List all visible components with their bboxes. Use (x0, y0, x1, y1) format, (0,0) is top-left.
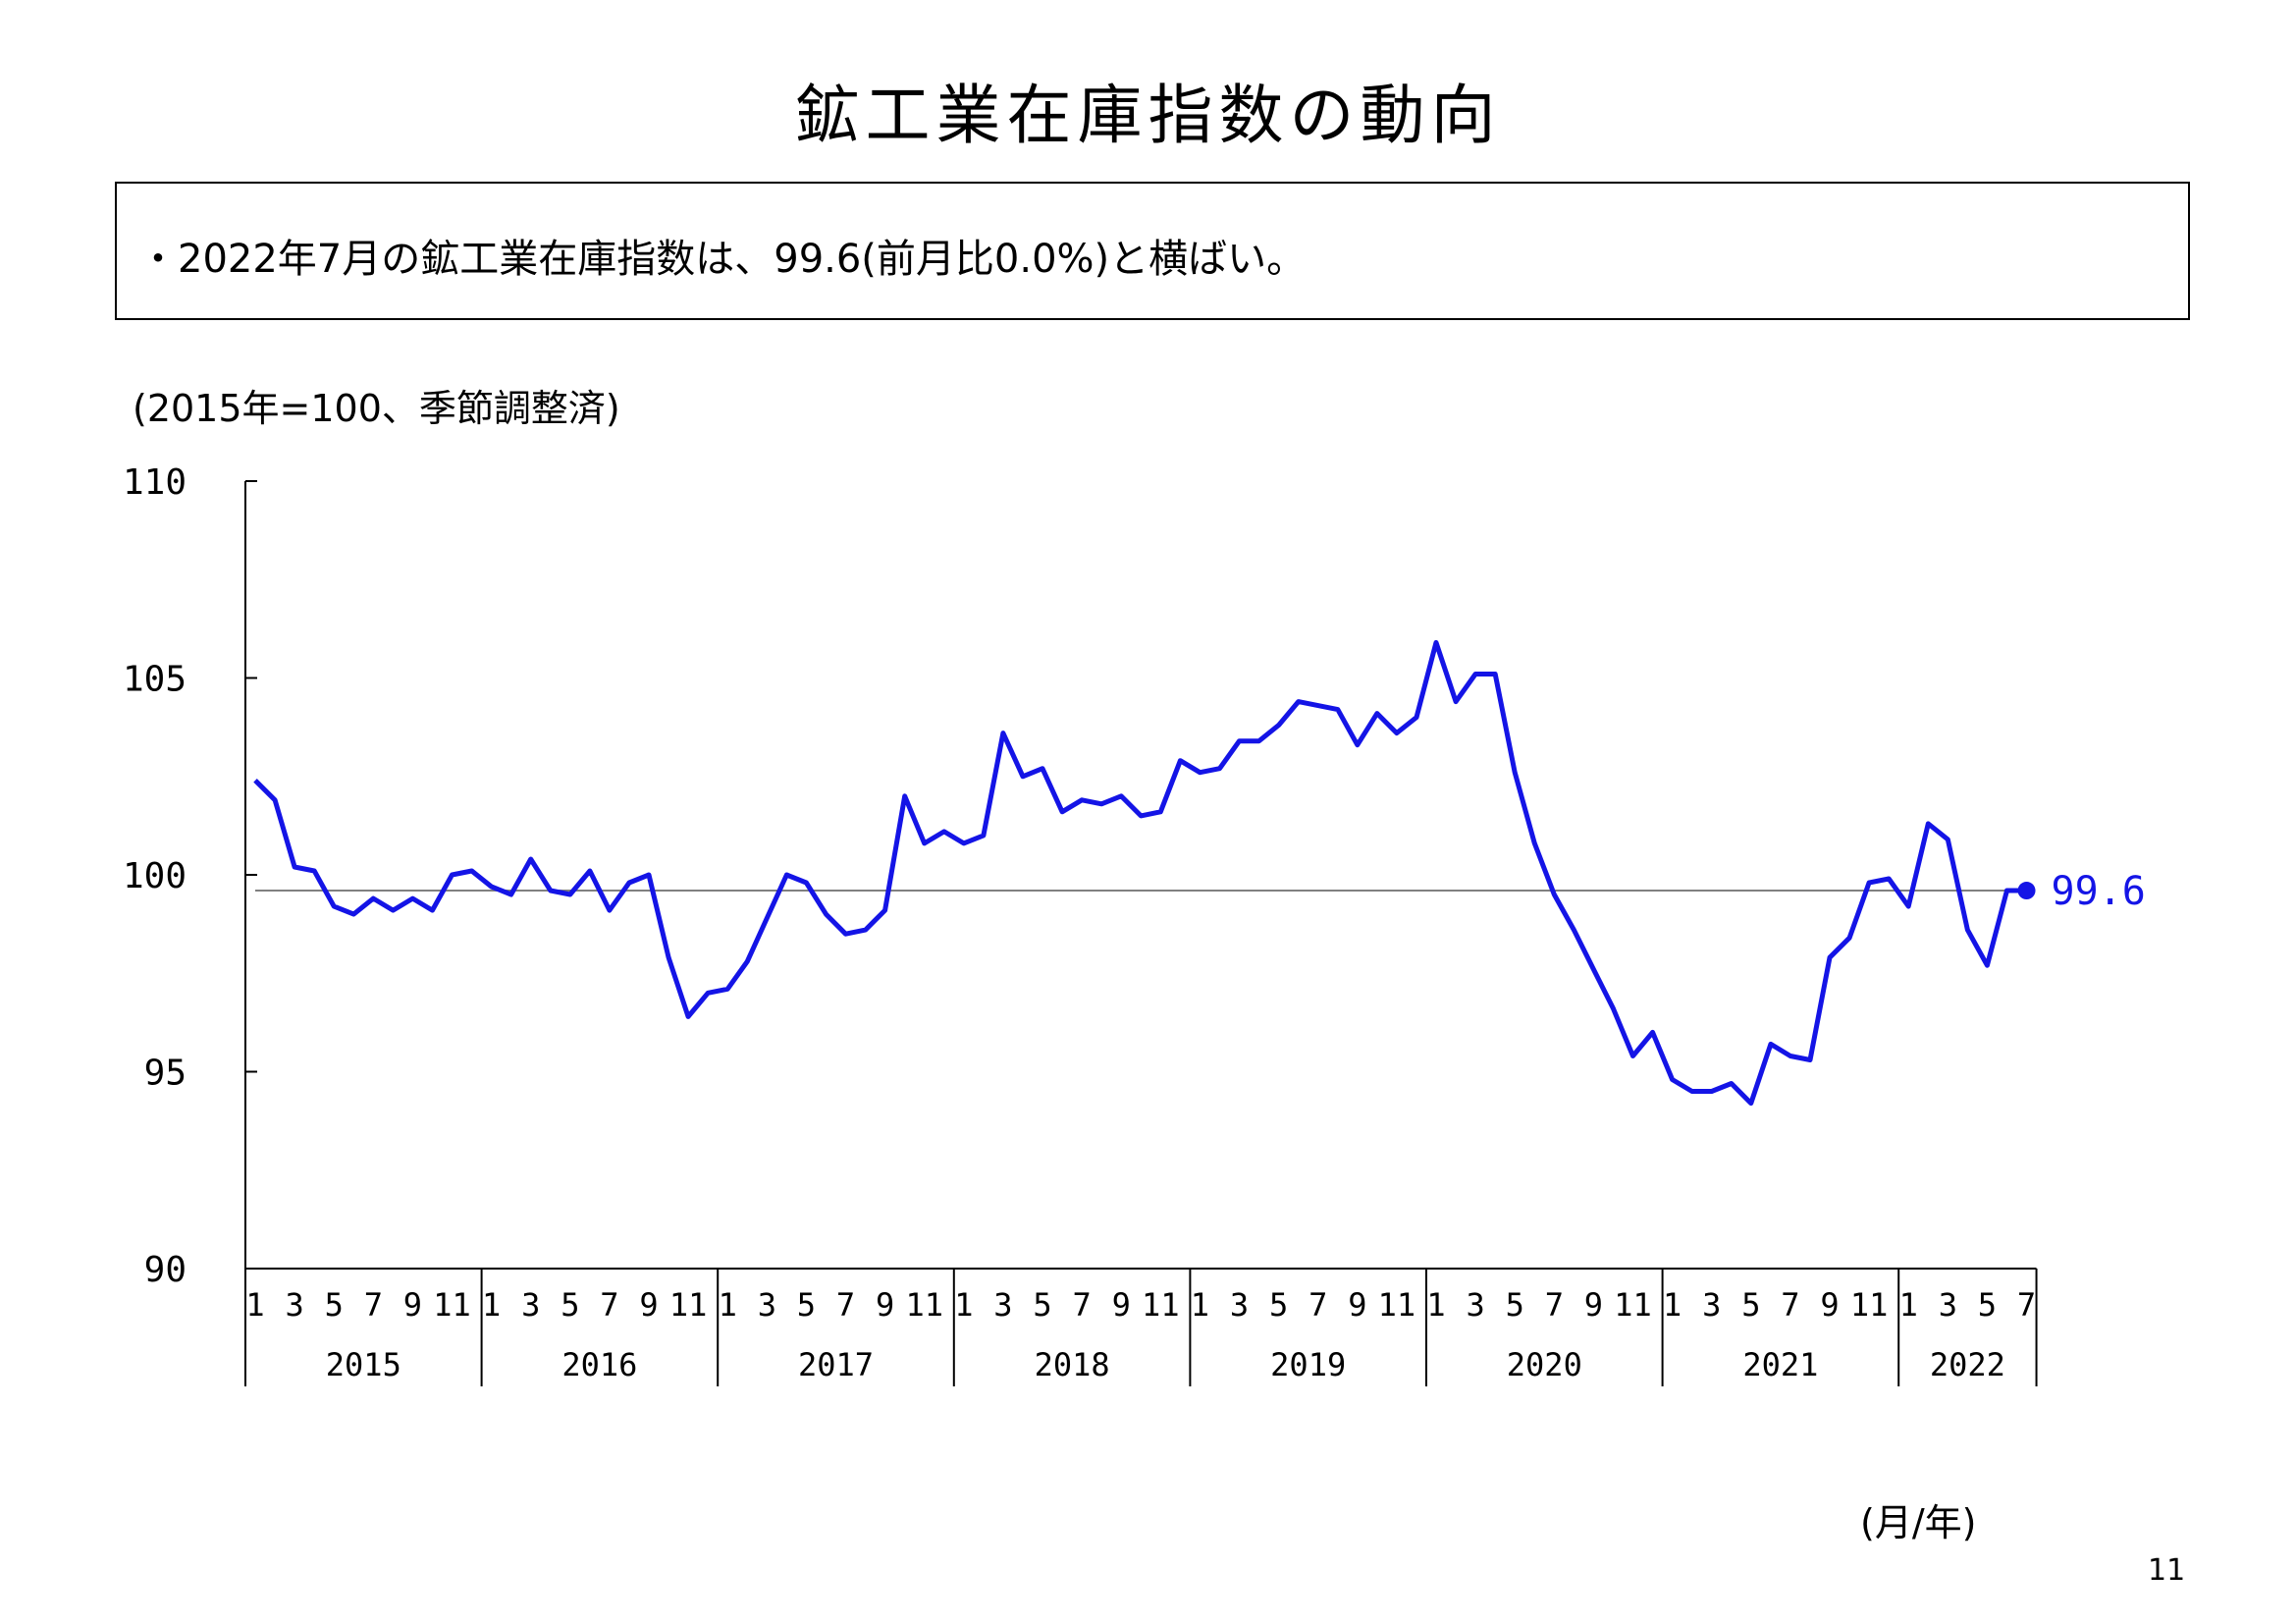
x-year-label: 2022 (1930, 1346, 2005, 1383)
x-month-tick-label: 11 (1378, 1286, 1416, 1324)
x-month-tick-label: 9 (1820, 1286, 1839, 1324)
x-month-tick-label: 3 (758, 1286, 776, 1324)
x-month-tick-label: 7 (1072, 1286, 1091, 1324)
series-line (253, 639, 2027, 1107)
y-tick-label: 110 (123, 462, 187, 503)
x-month-tick-label: 3 (1702, 1286, 1721, 1324)
x-month-tick-label: 9 (639, 1286, 658, 1324)
summary-box: ・2022年7月の鉱工業在庫指数は、99.6(前月比0.0%)と横ばい。 (115, 182, 2190, 320)
latest-value-label: 99.6 (2052, 869, 2146, 914)
x-month-tick-label: 5 (1033, 1286, 1051, 1324)
y-tick-label: 95 (144, 1054, 187, 1094)
x-year-label: 2017 (798, 1346, 874, 1383)
x-month-tick-label: 7 (1545, 1286, 1564, 1324)
y-axis-unit-note: (2015年=100、季節調整済) (133, 387, 620, 430)
y-tick-label: 100 (123, 856, 187, 896)
y-tick-label: 90 (144, 1250, 187, 1290)
x-year-label: 2019 (1270, 1346, 1346, 1383)
x-month-tick-label: 1 (1899, 1286, 1918, 1324)
x-month-tick-label: 5 (1269, 1286, 1288, 1324)
x-month-tick-label: 7 (2017, 1286, 2036, 1324)
x-month-tick-label: 7 (836, 1286, 855, 1324)
x-month-tick-label: 7 (600, 1286, 618, 1324)
x-month-tick-label: 11 (433, 1286, 471, 1324)
summary-text: ・2022年7月の鉱工業在庫指数は、99.6(前月比0.0%)と横ばい。 (138, 237, 1307, 282)
x-month-tick-label: 5 (1978, 1286, 1997, 1324)
x-year-label: 2021 (1742, 1346, 1818, 1383)
x-month-tick-label: 3 (993, 1286, 1012, 1324)
x-month-tick-label: 9 (876, 1286, 894, 1324)
page-number: 11 (2148, 1553, 2186, 1588)
x-month-tick-label: 1 (245, 1286, 264, 1324)
x-month-tick-label: 3 (1230, 1286, 1249, 1324)
x-month-tick-label: 5 (1741, 1286, 1760, 1324)
x-month-tick-label: 7 (364, 1286, 383, 1324)
x-month-tick-label: 9 (1348, 1286, 1366, 1324)
x-month-tick-label: 1 (1191, 1286, 1209, 1324)
page-title: 鉱工業在庫指数の動向 (794, 78, 1502, 153)
x-month-tick-label: 9 (403, 1286, 422, 1324)
x-month-tick-label: 9 (1112, 1286, 1131, 1324)
x-month-tick-label: 11 (905, 1286, 943, 1324)
x-month-tick-label: 3 (1466, 1286, 1484, 1324)
x-month-tick-label: 3 (1939, 1286, 1957, 1324)
x-year-label: 2018 (1035, 1346, 1110, 1383)
x-month-tick-label: 1 (1426, 1286, 1445, 1324)
y-tick-label: 105 (123, 660, 187, 700)
x-month-tick-label: 11 (1850, 1286, 1889, 1324)
latest-point-marker (2017, 882, 2036, 900)
x-year-label: 2015 (326, 1346, 401, 1383)
x-month-tick-label: 11 (669, 1286, 708, 1324)
x-month-tick-label: 5 (561, 1286, 579, 1324)
x-month-tick-label: 3 (521, 1286, 540, 1324)
x-month-tick-label: 1 (482, 1286, 501, 1324)
x-month-tick-label: 3 (285, 1286, 303, 1324)
x-month-tick-label: 11 (1614, 1286, 1652, 1324)
x-month-tick-label: 9 (1584, 1286, 1603, 1324)
x-month-tick-label: 5 (325, 1286, 344, 1324)
x-month-tick-label: 1 (719, 1286, 737, 1324)
x-month-tick-label: 1 (954, 1286, 973, 1324)
x-month-tick-label: 5 (1506, 1286, 1524, 1324)
x-month-tick-label: 11 (1142, 1286, 1180, 1324)
x-month-tick-label: 1 (1663, 1286, 1682, 1324)
x-month-tick-label: 7 (1781, 1286, 1799, 1324)
x-month-tick-label: 7 (1308, 1286, 1327, 1324)
x-year-label: 2016 (561, 1346, 637, 1383)
x-month-tick-label: 5 (797, 1286, 816, 1324)
x-year-label: 2020 (1507, 1346, 1582, 1383)
x-axis-unit-label: (月/年) (1860, 1501, 1977, 1544)
